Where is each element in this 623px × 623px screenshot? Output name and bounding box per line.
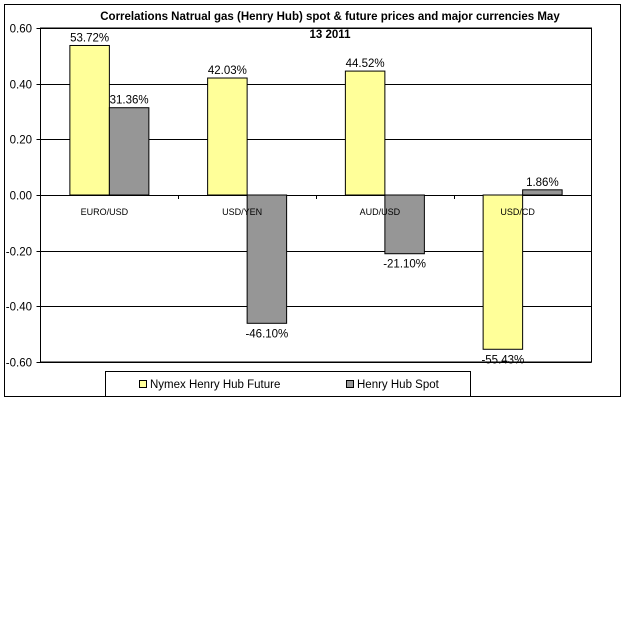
legend-swatch-future: [139, 380, 147, 388]
data-label: 53.72%: [70, 32, 109, 44]
legend: Nymex Henry Hub Future Henry Hub Spot: [105, 371, 471, 397]
chart-title-line-1: Correlations Natrual gas (Henry Hub) spo…: [100, 11, 560, 23]
y-tick-label: -0.60: [6, 358, 32, 370]
bar-spot-aud-usd: [384, 194, 425, 255]
data-label: 42.03%: [208, 65, 247, 77]
legend-swatch-spot: [346, 380, 354, 388]
chart-title-line-2: 13 2011: [310, 29, 352, 41]
y-tick-label: 0.00: [10, 191, 32, 203]
legend-label-future: Nymex Henry Hub Future: [150, 379, 280, 391]
y-tick-label: 0.60: [10, 24, 32, 36]
bar-spot-euro-usd: [108, 107, 150, 196]
y-tick-label: 0.20: [10, 135, 32, 147]
data-label: 31.36%: [110, 95, 149, 107]
bar-spot-usd-cd: [522, 189, 563, 196]
data-label: 44.52%: [346, 58, 385, 70]
data-label: 1.86%: [526, 177, 559, 189]
data-label: -46.10%: [245, 328, 288, 340]
y-tick-label: 0.40: [10, 80, 32, 92]
bar-future-usd-cd: [482, 194, 524, 350]
x-tick-label: EURO/USD: [81, 207, 129, 217]
data-label: -21.10%: [383, 259, 426, 271]
legend-label-spot: Henry Hub Spot: [357, 379, 440, 391]
data-label: -55.43%: [481, 354, 524, 366]
y-tick-label: -0.40: [6, 302, 32, 314]
bar-spot-usd-yen: [246, 194, 288, 324]
bar-future-euro-usd: [69, 44, 110, 196]
bar-future-usd-yen: [207, 77, 248, 196]
x-tick-label: AUD/USD: [360, 207, 401, 217]
y-tick-label: -0.20: [6, 247, 32, 259]
legend-box: [105, 371, 471, 397]
x-tick-label: USD/YEN: [222, 207, 262, 217]
bar-future-aud-usd: [344, 70, 386, 196]
x-tick-label: USD/CD: [500, 207, 535, 217]
